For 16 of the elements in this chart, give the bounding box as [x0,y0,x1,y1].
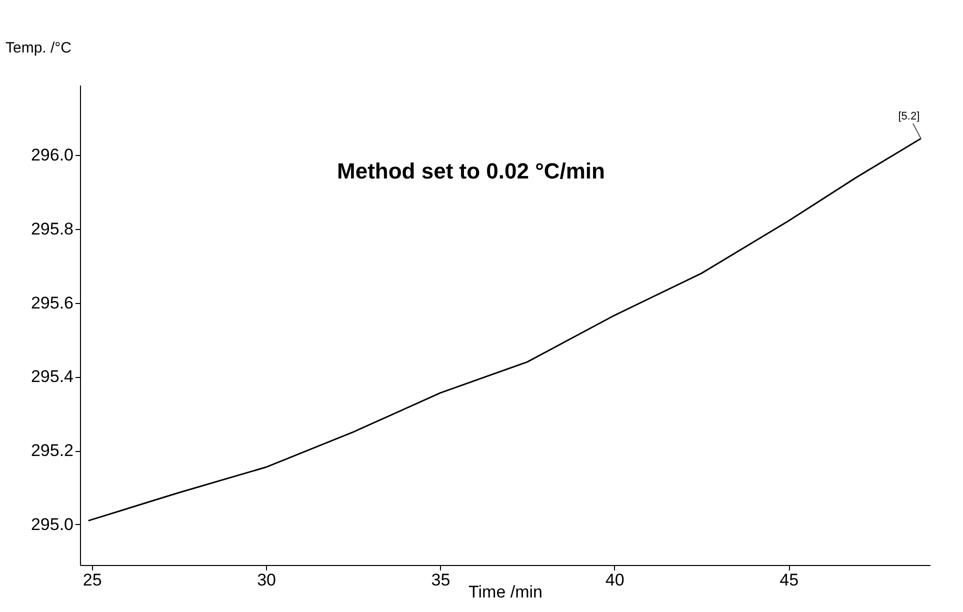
x-tick-label: 45 [780,570,799,590]
y-tick-label: 295.0 [30,514,74,534]
y-tick-label: 296.0 [30,146,74,165]
y-tick-label: 295.6 [30,293,74,312]
x-axis-title: Time /min [468,582,542,602]
x-tick-label: 35 [431,570,450,590]
x-tick-label: 30 [257,570,276,590]
y-tick-label: 295.2 [30,441,74,460]
y-axis-title: Temp. /°C [6,40,72,56]
annotation: Method set to 0.02 °C/min [337,158,605,184]
y-tick-label: 295.8 [30,220,74,238]
annotation: [5.2] [898,110,920,123]
line-series [88,138,922,522]
y-tick-label: 295.4 [30,367,74,386]
x-tick-label: 40 [605,570,624,590]
x-tick-label: 25 [82,570,102,590]
